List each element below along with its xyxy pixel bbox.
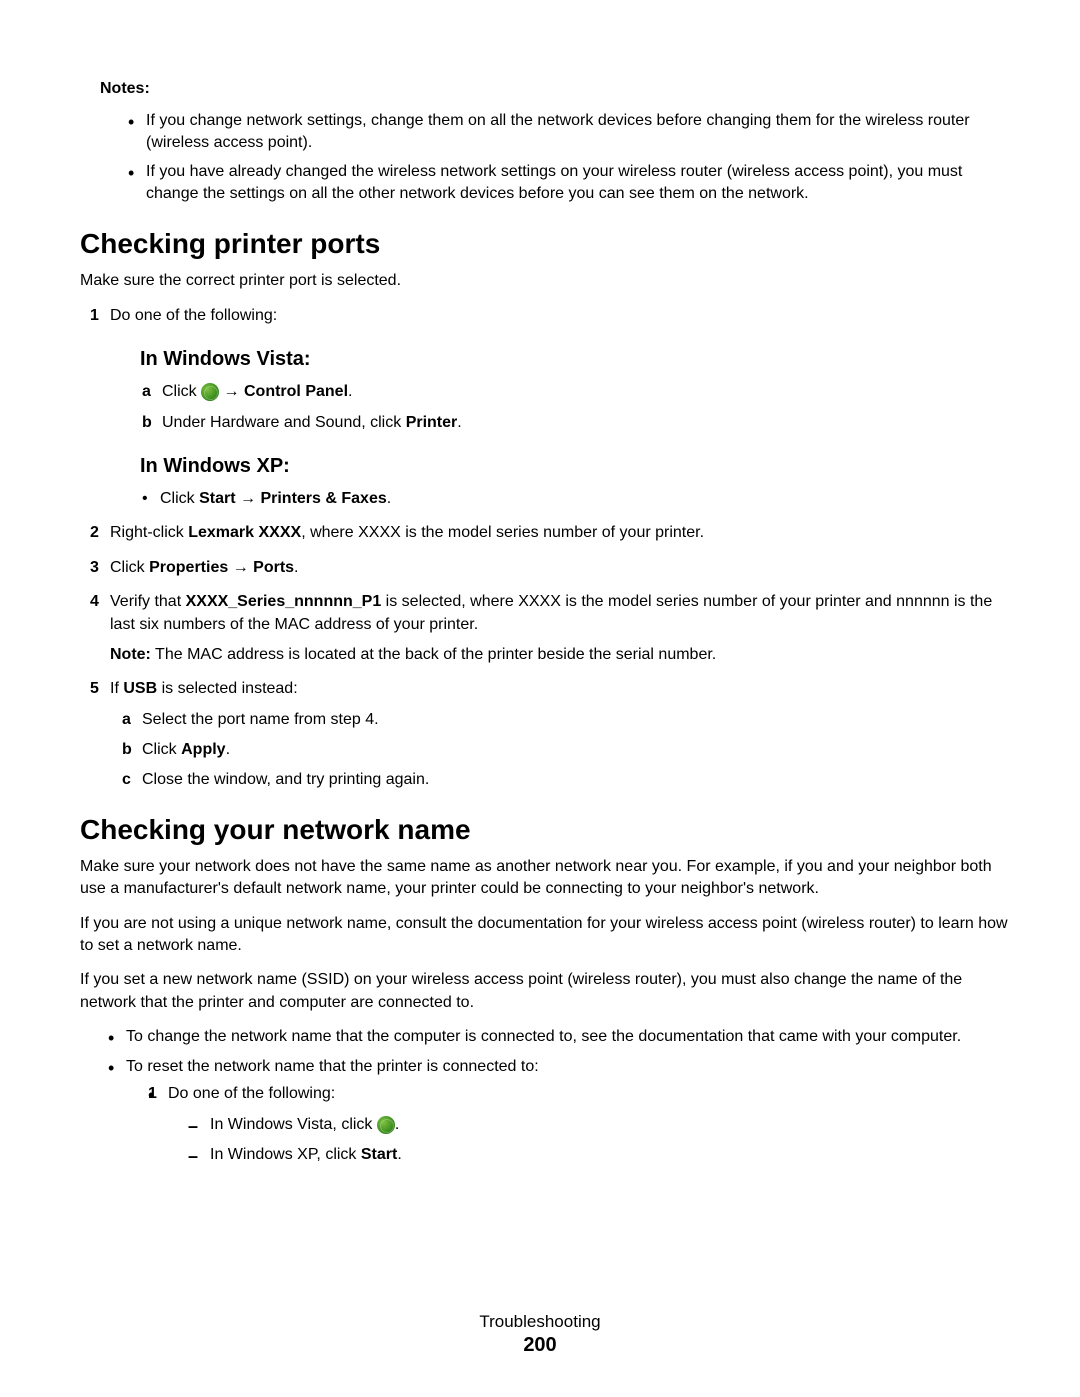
dash-text: In Windows Vista, click	[210, 1116, 377, 1133]
step-number: 1	[90, 305, 99, 327]
substep-letter: a	[122, 709, 131, 731]
vista-substeps: a Click → Control Panel. b Under Hardwar…	[142, 381, 1010, 434]
step-item: 3 Click Properties → Ports.	[90, 557, 1010, 579]
bold-text: Properties	[149, 559, 228, 576]
step-text: , where XXXX is the model series number …	[301, 524, 704, 541]
steps-list: 1 Do one of the following: In Windows Vi…	[90, 305, 1010, 792]
step-text: Right-click	[110, 524, 188, 541]
arrow-icon: →	[219, 383, 244, 400]
page-footer: Troubleshooting 200	[0, 1312, 1080, 1357]
xp-substeps: Click Start → Printers & Faxes.	[142, 488, 1010, 510]
note-text: The MAC address is located at the back o…	[151, 646, 716, 663]
bold-text: Apply	[181, 741, 225, 758]
footer-page-number: 200	[0, 1334, 1080, 1357]
notes-item: If you have already changed the wireless…	[128, 161, 1010, 204]
bullet-text: To reset the network name that the print…	[126, 1058, 539, 1075]
substep-text: Click	[160, 490, 199, 507]
step-item: 2 Right-click Lexmark XXXX, where XXXX i…	[90, 522, 1010, 544]
step-number: 2	[90, 522, 99, 544]
os-heading-vista: In Windows Vista:	[140, 345, 1010, 373]
notes-item: If you change network settings, change t…	[128, 110, 1010, 153]
network-bullets: To change the network name that the comp…	[108, 1026, 1010, 1166]
step-text: is selected instead:	[157, 680, 298, 697]
period: .	[457, 414, 461, 431]
bold-text: Control Panel	[244, 383, 348, 400]
dash-text: In Windows XP, click	[210, 1146, 361, 1163]
start-orb-icon	[377, 1116, 395, 1134]
arrow-icon: →	[228, 559, 253, 576]
substep-letter: b	[122, 739, 132, 761]
bold-text: Start	[199, 490, 235, 507]
bold-text: Printer	[406, 414, 458, 431]
substep-letter: b	[142, 412, 152, 434]
substep-letter: a	[142, 381, 151, 403]
step-text: Click	[110, 559, 149, 576]
paragraph: If you are not using a unique network na…	[80, 913, 1010, 958]
substep-letter: c	[122, 769, 131, 791]
paragraph: If you set a new network name (SSID) on …	[80, 969, 1010, 1014]
start-orb-icon	[201, 383, 219, 401]
bold-text: USB	[123, 680, 157, 697]
substep-text: Click	[162, 383, 201, 400]
step-number: 4	[90, 591, 99, 613]
note-line: Note: The MAC address is located at the …	[110, 644, 1010, 666]
period: .	[395, 1116, 399, 1133]
step-text: If	[110, 680, 123, 697]
arrow-icon: →	[236, 490, 261, 507]
bold-text: XXXX_Series_nnnnnn_P1	[186, 593, 382, 610]
notes-list: If you change network settings, change t…	[128, 110, 1010, 204]
step-number: 3	[90, 557, 99, 579]
substep-item: a Click → Control Panel.	[142, 381, 1010, 403]
bold-text: Printers & Faxes	[260, 490, 386, 507]
period: .	[397, 1146, 401, 1163]
substep-item: Click Start → Printers & Faxes.	[142, 488, 1010, 510]
step-item: 5 If USB is selected instead: a Select t…	[90, 678, 1010, 792]
period: .	[387, 490, 391, 507]
substep-text: Click	[142, 741, 181, 758]
substep-text: Close the window, and try printing again…	[142, 771, 429, 788]
dash-list: In Windows Vista, click . In Windows XP,…	[188, 1114, 1010, 1167]
bullet-item: To reset the network name that the print…	[108, 1056, 1010, 1167]
bold-text: Lexmark XXXX	[188, 524, 301, 541]
nested-steps: 1 Do one of the following: In Windows Vi…	[148, 1083, 1010, 1166]
step-item: 4 Verify that XXXX_Series_nnnnnn_P1 is s…	[90, 591, 1010, 666]
step-text: Do one of the following:	[110, 307, 277, 324]
os-heading-xp: In Windows XP:	[140, 452, 1010, 480]
note-label: Note:	[110, 646, 151, 663]
period: .	[226, 741, 230, 758]
section-intro: Make sure the correct printer port is se…	[80, 270, 1010, 292]
step5-substeps: a Select the port name from step 4. b Cl…	[122, 709, 1010, 792]
step-item: 1 Do one of the following: In Windows Vi…	[90, 305, 1010, 511]
period: .	[348, 383, 352, 400]
section-heading-ports: Checking printer ports	[80, 228, 1010, 260]
substep-text: Select the port name from step 4.	[142, 711, 379, 728]
substep-item: b Click Apply.	[122, 739, 1010, 761]
bold-text: Ports	[253, 559, 294, 576]
substep-item: c Close the window, and try printing aga…	[122, 769, 1010, 791]
section-heading-network-name: Checking your network name	[80, 814, 1010, 846]
nested-step: 1 Do one of the following: In Windows Vi…	[148, 1083, 1010, 1166]
dash-item: In Windows XP, click Start.	[188, 1144, 1010, 1166]
bold-text: Start	[361, 1146, 397, 1163]
step-text: Verify that	[110, 593, 186, 610]
step-number: 5	[90, 678, 99, 700]
substep-text: Under Hardware and Sound, click	[162, 414, 406, 431]
period: .	[294, 559, 298, 576]
paragraph: Make sure your network does not have the…	[80, 856, 1010, 901]
substep-item: b Under Hardware and Sound, click Printe…	[142, 412, 1010, 434]
step-number: 1	[148, 1083, 157, 1105]
notes-label: Notes:	[100, 80, 1010, 98]
dash-item: In Windows Vista, click .	[188, 1114, 1010, 1136]
bullet-item: To change the network name that the comp…	[108, 1026, 1010, 1048]
step-text: Do one of the following:	[168, 1085, 335, 1102]
substep-item: a Select the port name from step 4.	[122, 709, 1010, 731]
footer-section-title: Troubleshooting	[0, 1312, 1080, 1332]
